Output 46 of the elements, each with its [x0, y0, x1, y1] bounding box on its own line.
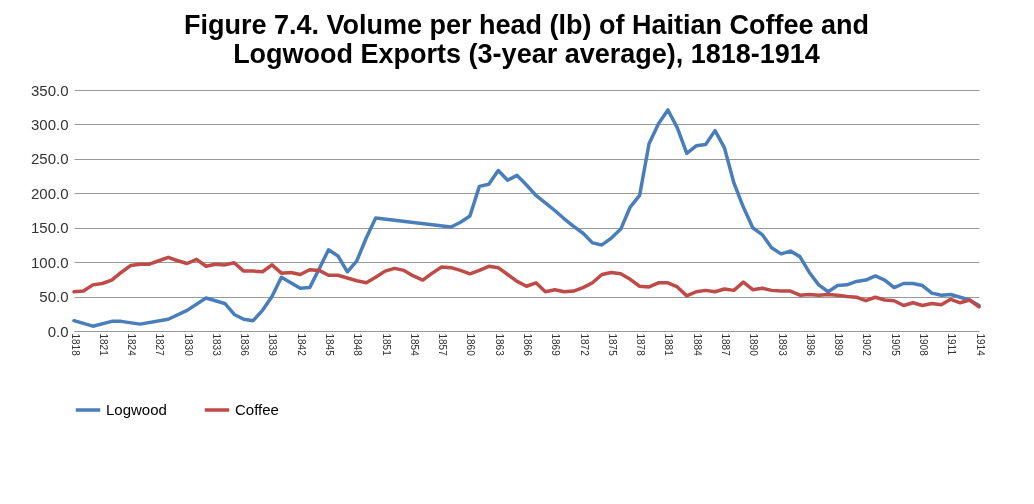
- y-tick-label: 150.0: [30, 219, 69, 237]
- y-tick-label: 100.0: [30, 253, 69, 271]
- x-tick-label: 1818: [69, 333, 81, 357]
- x-tick-label: 1833: [210, 333, 222, 357]
- x-tick-label: 1827: [154, 333, 166, 357]
- x-tick-label: 1902: [861, 333, 873, 357]
- x-tick-label: 1875: [606, 333, 618, 357]
- x-tick-label: 1845: [324, 333, 336, 357]
- x-tick-label: 1860: [465, 333, 477, 357]
- x-tick-label: 1890: [748, 333, 760, 357]
- x-tick-label: 1914: [974, 333, 986, 357]
- x-tick-label: 1848: [352, 333, 364, 357]
- x-tick-label: 1884: [691, 333, 703, 357]
- y-tick-label: 50.0: [39, 288, 69, 306]
- x-tick-label: 1824: [126, 333, 138, 357]
- x-tick-label: 1911: [946, 333, 958, 356]
- x-tick-label: 1821: [97, 333, 109, 357]
- x-tick-label: 1872: [578, 333, 590, 357]
- x-tick-label: 1887: [719, 333, 731, 357]
- y-tick-label: 300.0: [30, 115, 69, 133]
- x-tick-label: 1851: [380, 333, 392, 357]
- y-tick-label: 350.0: [30, 81, 69, 99]
- x-tick-label: 1878: [635, 333, 647, 357]
- x-tick-label: 1893: [776, 333, 788, 357]
- x-tick-label: 1869: [550, 333, 562, 357]
- line-series: [72, 255, 981, 309]
- chart-title: Figure 7.4. Volume per head (lb) of Haitian Coffee and Logwood Exports (3-year average), 1818-1914: [183, 10, 870, 69]
- x-tick-label: 1857: [437, 333, 449, 357]
- x-tick-label: 1842: [295, 333, 307, 357]
- x-tick-label: 1908: [917, 333, 929, 357]
- legend-label: Coffee: [235, 401, 279, 418]
- x-tick-label: 1905: [889, 333, 901, 357]
- y-tick-label: 250.0: [30, 150, 69, 168]
- legend-label: Logwood: [106, 401, 167, 418]
- y-tick-label: 0.0: [47, 322, 69, 340]
- line-series: [72, 108, 981, 328]
- x-tick-label: 1854: [408, 333, 420, 357]
- y-tick-label: 200.0: [30, 184, 69, 202]
- x-tick-label: 1866: [522, 333, 533, 357]
- x-tick-label: 1863: [493, 333, 505, 357]
- x-tick-label: 1881: [663, 333, 675, 357]
- x-tick-label: 1836: [239, 333, 251, 357]
- x-tick-label: 1896: [804, 333, 816, 357]
- x-tick-label: 1839: [267, 333, 279, 357]
- x-tick-label: 1830: [182, 333, 194, 357]
- x-tick-label: 1899: [833, 333, 845, 357]
